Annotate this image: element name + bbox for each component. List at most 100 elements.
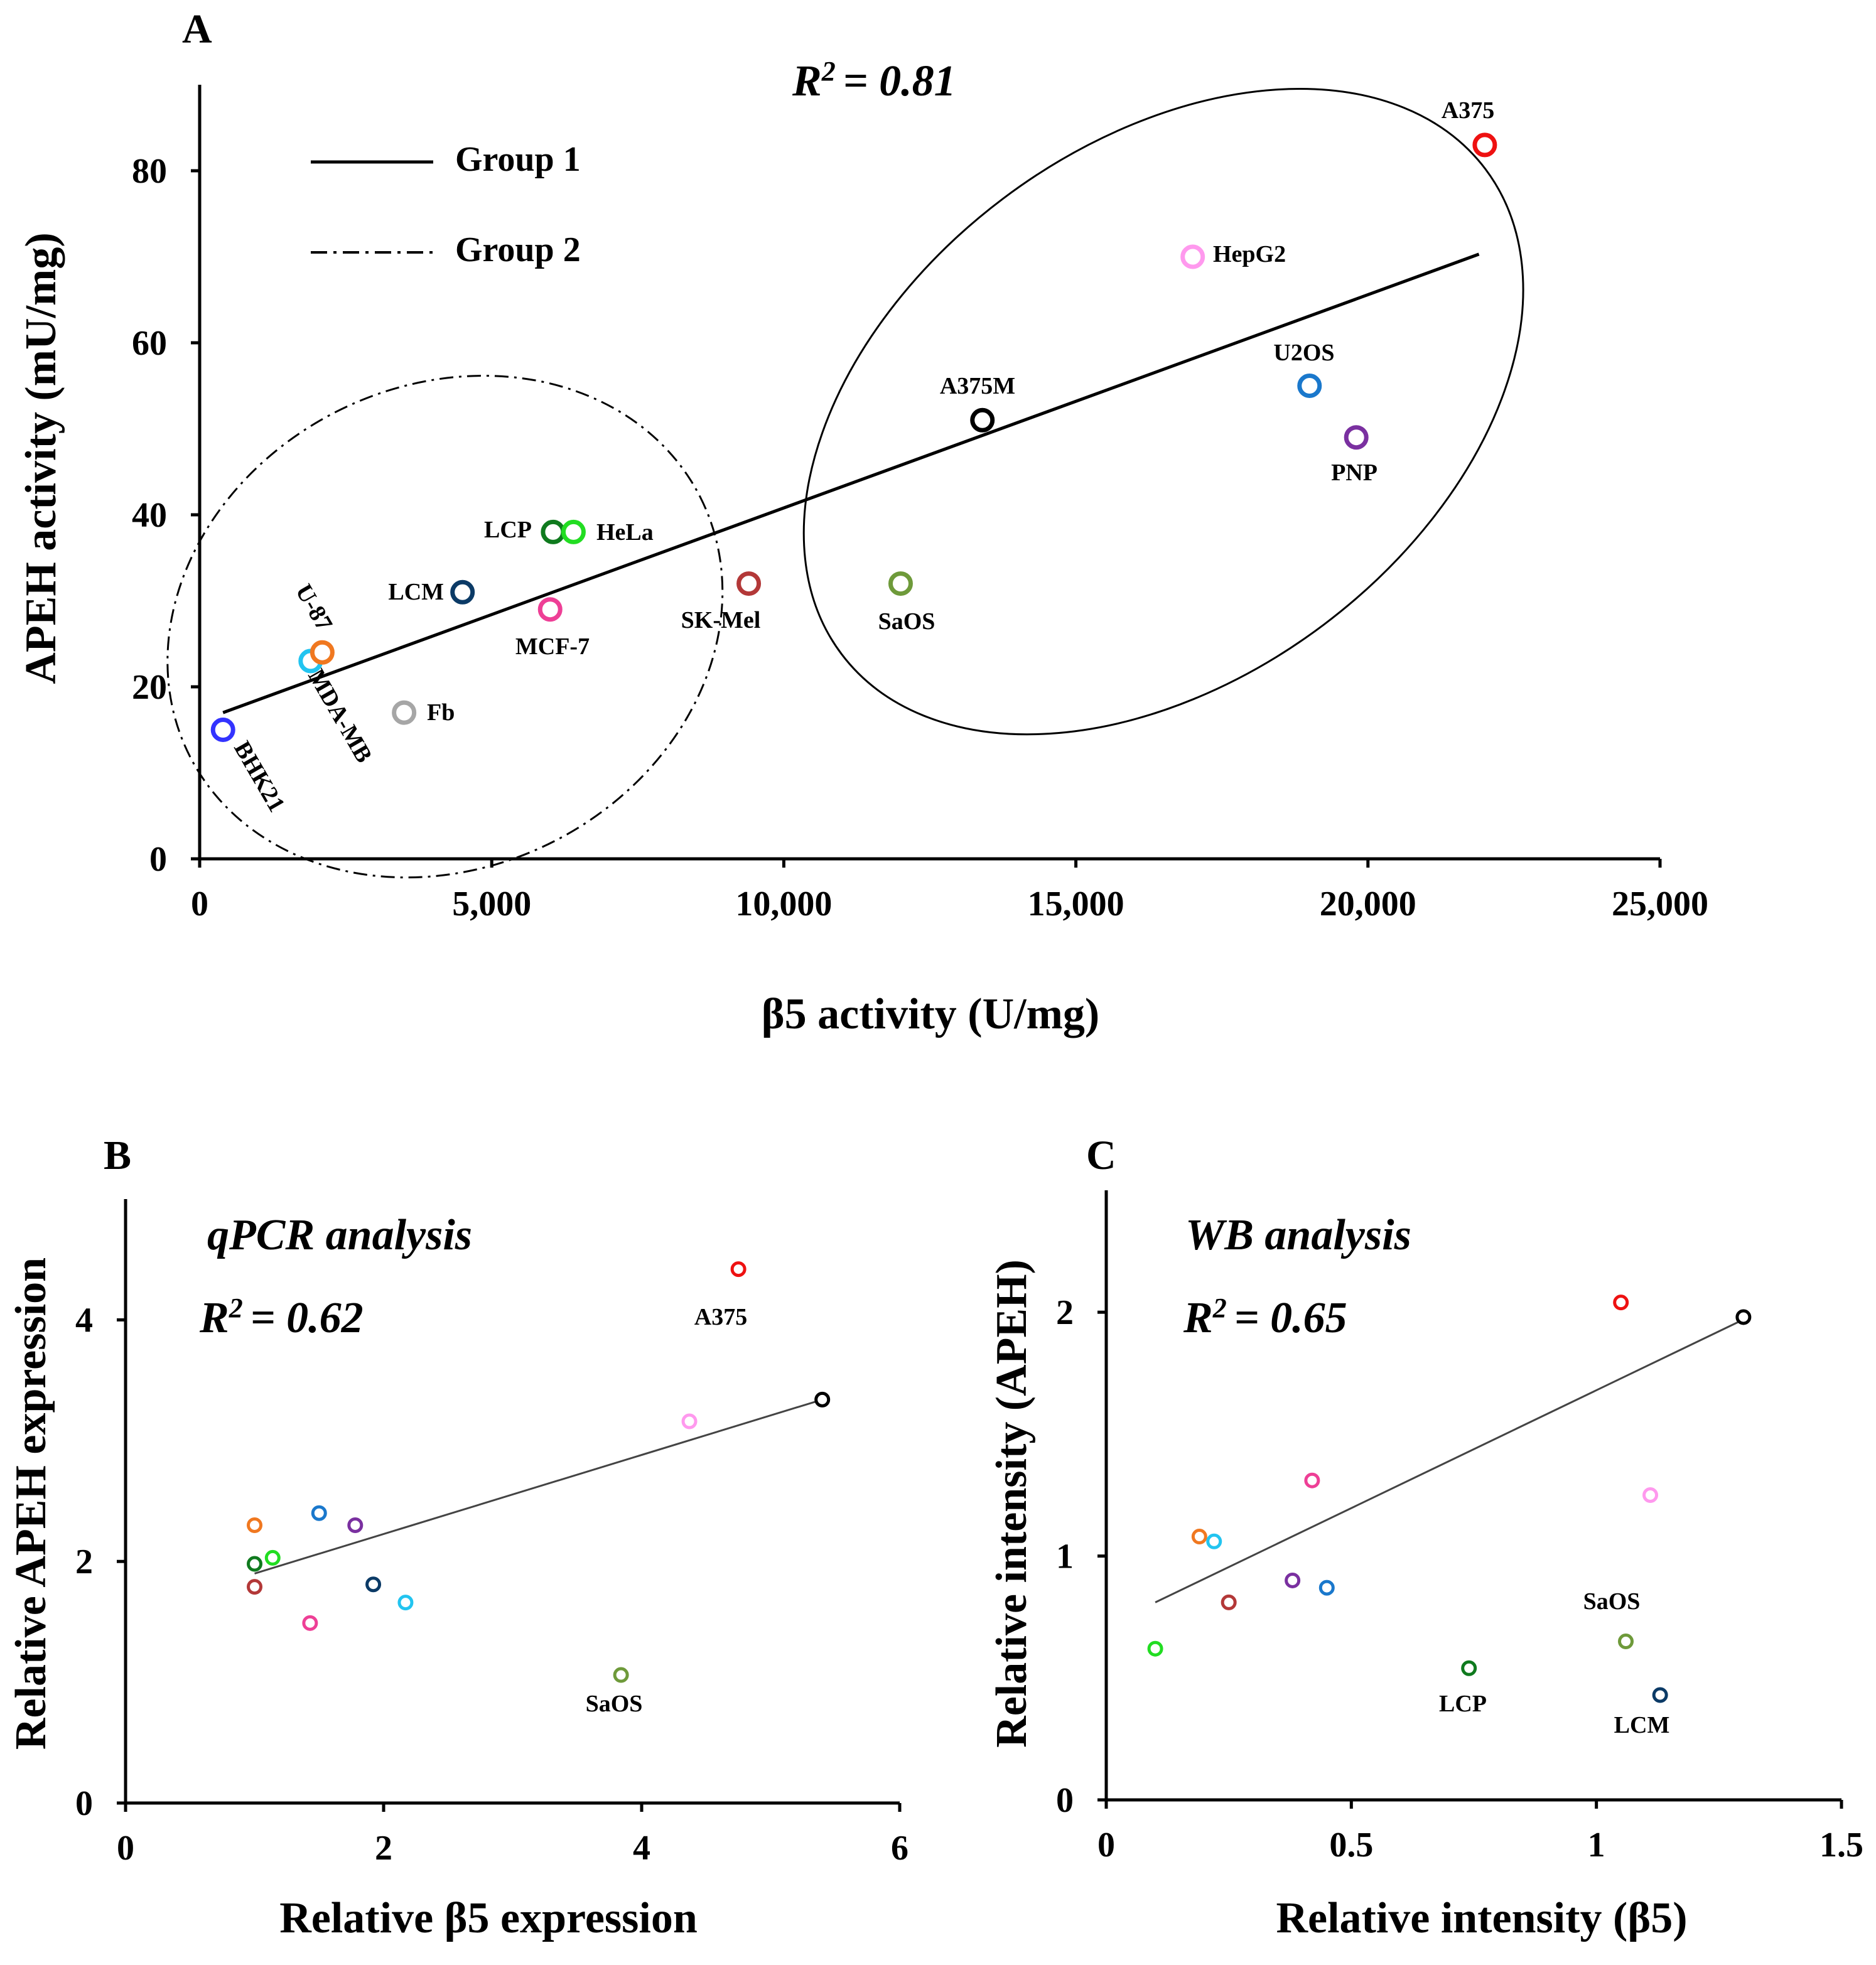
point-label-a375: A375 — [1442, 97, 1494, 124]
data-point-bhk21 — [210, 718, 235, 742]
y-tick-label: 20 — [132, 668, 167, 707]
panel-c-label-lcm: LCM — [1614, 1712, 1670, 1738]
panel-a-trendline — [222, 252, 1480, 714]
panel-a-scatter-chart: A R2 = 0.81 Group 1 Group 2 0 5,000 10,000 1… — [17, 6, 1708, 1038]
data-point-point — [1735, 1309, 1752, 1325]
data-point-lcm — [1652, 1687, 1668, 1703]
panel-a-points — [210, 132, 1497, 742]
data-point-point — [1642, 1487, 1659, 1503]
point-label-hepg2: HepG2 — [1213, 241, 1286, 267]
y-tick-label: 0 — [1056, 1781, 1074, 1820]
x-tick-label: 0 — [191, 885, 208, 923]
point-label-pnp: PNP — [1331, 460, 1377, 486]
data-point-point — [302, 1615, 318, 1631]
data-point-hepg2 — [1180, 244, 1205, 269]
panel-b-x-axis-title: Relative β5 expression — [279, 1894, 698, 1942]
data-point-point — [1285, 1572, 1301, 1588]
data-point-point — [247, 1579, 262, 1595]
data-point-lcp — [541, 519, 566, 544]
legend-group1-label: Group 1 — [455, 140, 581, 179]
data-point-point — [1304, 1472, 1320, 1489]
y-tick-label: 0 — [75, 1784, 93, 1823]
x-tick-label: 5,000 — [452, 885, 531, 923]
point-label-lcp: LCP — [484, 517, 532, 543]
data-point-point — [347, 1517, 364, 1533]
panel-a-point-labels: A375 HepG2 U2OS A375M PNP LCP HeLa LCM M… — [229, 97, 1494, 817]
panel-c-r2-annotation: R2 = 0.65 — [1183, 1293, 1347, 1342]
y-tick-label: 4 — [75, 1301, 93, 1340]
data-point-point — [264, 1549, 281, 1566]
data-point-mcf-7 — [537, 597, 563, 622]
data-point-point — [247, 1517, 262, 1533]
y-tick-label: 80 — [132, 152, 167, 191]
panel-a-legend: Group 1 Group 2 — [311, 140, 581, 269]
group1-ellipse — [802, 87, 1524, 736]
x-tick-label: 20,000 — [1320, 885, 1416, 923]
x-tick-label: 4 — [633, 1829, 650, 1868]
data-point-point — [311, 1505, 327, 1521]
panel-b-label-a375: A375 — [694, 1304, 747, 1330]
panel-c-x-axis-title: Relative intensity (β5) — [1276, 1894, 1687, 1942]
data-point-sk-mel — [736, 571, 762, 596]
panel-a-y-axis-title: APEH activity (mU/mg) — [17, 232, 65, 684]
panel-c-label-lcp: LCP — [1439, 1691, 1487, 1717]
data-point-point — [681, 1413, 698, 1429]
data-point-fb — [392, 700, 417, 725]
data-point-lcp — [1461, 1660, 1477, 1676]
data-point-point — [365, 1576, 382, 1593]
y-tick-label: 2 — [1056, 1293, 1074, 1332]
x-tick-label: 0.5 — [1329, 1826, 1373, 1865]
x-tick-label: 0 — [1097, 1826, 1115, 1865]
panel-b-title: qPCR analysis — [207, 1211, 472, 1259]
panel-b-axes: 0 2 4 6 0 2 4 — [75, 1199, 908, 1868]
group2-ellipse — [166, 375, 724, 879]
panel-a-x-axis-title: β5 activity (U/mg) — [762, 990, 1099, 1038]
data-point-u2os — [1297, 374, 1322, 398]
data-point-a375 — [1472, 132, 1497, 158]
y-tick-label: 60 — [132, 324, 167, 363]
data-point-a375m — [970, 407, 995, 433]
point-label-saos: SaOS — [878, 608, 935, 635]
data-point-point — [247, 1556, 262, 1572]
panel-b-r2-annotation: R2 = 0.62 — [199, 1293, 364, 1342]
panel-b-y-axis-title: Relative APEH expression — [7, 1257, 55, 1750]
x-tick-label: 2 — [375, 1829, 392, 1868]
point-label-a375m: A375M — [940, 373, 1015, 399]
panel-a-letter: A — [182, 6, 212, 52]
panel-c-y-axis-title: Relative intensity (APEH) — [988, 1259, 1036, 1748]
panel-a-group-ellipses — [166, 87, 1524, 879]
data-point-point — [814, 1391, 831, 1408]
y-tick-label: 0 — [149, 840, 167, 879]
point-label-u2os: U2OS — [1273, 340, 1334, 366]
point-label-mcf7: MCF-7 — [515, 633, 590, 660]
data-point-lcm — [450, 579, 475, 605]
x-tick-label: 0 — [117, 1829, 134, 1868]
x-tick-label: 1.5 — [1819, 1826, 1863, 1865]
panel-b-letter: B — [104, 1133, 131, 1178]
data-point-point — [1147, 1640, 1163, 1657]
trendline — [1155, 1318, 1744, 1603]
x-tick-label: 6 — [891, 1829, 908, 1868]
data-point-saos — [613, 1667, 629, 1683]
point-label-mdamb: MDA-MB — [303, 665, 377, 768]
panel-b-trendline — [254, 1398, 823, 1575]
data-point-hela — [561, 519, 586, 544]
y-tick-label: 1 — [1056, 1537, 1074, 1576]
data-point-point — [1318, 1580, 1335, 1596]
data-point-saos — [1618, 1634, 1634, 1650]
point-label-u87: U-87 — [290, 580, 337, 636]
trendline — [254, 1398, 823, 1575]
panel-b-points — [247, 1261, 831, 1683]
point-label-fb: Fb — [427, 699, 455, 726]
panel-c-axes: 0 0.5 1 1.5 0 1 2 — [1056, 1190, 1863, 1865]
data-point-a375 — [730, 1261, 747, 1278]
data-point-u-87 — [310, 640, 335, 665]
point-label-bhk21: BHK21 — [229, 737, 290, 817]
data-point-pnp — [1344, 425, 1369, 450]
data-point-point — [1191, 1529, 1207, 1545]
panel-c-points — [1147, 1295, 1752, 1703]
data-point-point — [1206, 1533, 1222, 1549]
panel-c-letter: C — [1086, 1133, 1116, 1178]
